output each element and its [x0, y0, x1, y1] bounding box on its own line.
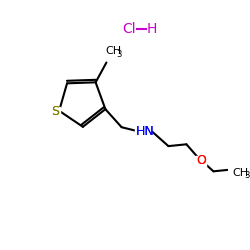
Text: 3: 3 — [116, 50, 122, 59]
Text: HN: HN — [136, 125, 155, 138]
Text: Cl: Cl — [122, 22, 136, 36]
Text: S: S — [51, 105, 59, 118]
Text: HN: HN — [136, 125, 155, 138]
Bar — [196, 156, 206, 167]
Text: CH: CH — [232, 168, 248, 178]
Text: O: O — [196, 154, 206, 167]
Bar — [49, 107, 60, 116]
Text: 3: 3 — [244, 171, 250, 180]
Text: H: H — [147, 22, 157, 36]
Text: O: O — [196, 154, 206, 167]
Bar — [135, 126, 151, 137]
Text: CH: CH — [106, 46, 122, 56]
Text: S: S — [51, 105, 59, 118]
